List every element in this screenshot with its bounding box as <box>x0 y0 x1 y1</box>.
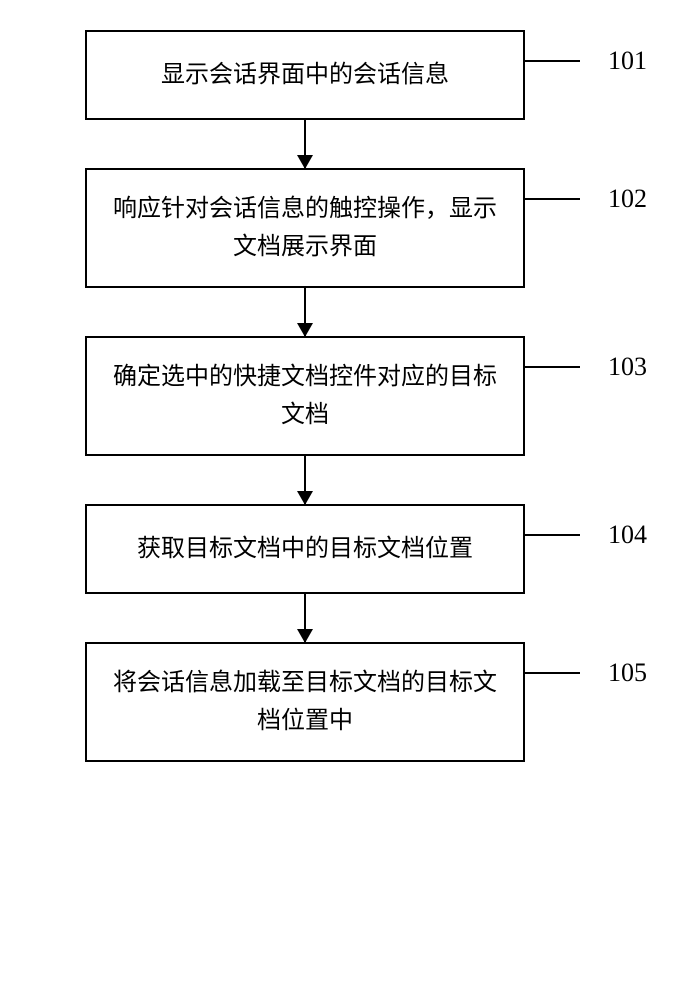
arrow-1 <box>85 120 525 168</box>
label-connector-3 <box>525 366 580 368</box>
arrow-2 <box>85 288 525 336</box>
step-label-3: 103 <box>608 352 647 382</box>
step-row-1: 显示会话界面中的会话信息101 <box>50 30 630 120</box>
step-box-1: 显示会话界面中的会话信息 <box>85 30 525 120</box>
step-box-5: 将会话信息加载至目标文档的目标文档位置中 <box>85 642 525 762</box>
step-row-4: 获取目标文档中的目标文档位置104 <box>50 504 630 594</box>
step-box-2: 响应针对会话信息的触控操作，显示文档展示界面 <box>85 168 525 288</box>
label-connector-4 <box>525 534 580 536</box>
step-label-5: 105 <box>608 658 647 688</box>
label-connector-5 <box>525 672 580 674</box>
label-connector-2 <box>525 198 580 200</box>
step-label-2: 102 <box>608 184 647 214</box>
step-box-4: 获取目标文档中的目标文档位置 <box>85 504 525 594</box>
step-box-3: 确定选中的快捷文档控件对应的目标文档 <box>85 336 525 456</box>
step-row-3: 确定选中的快捷文档控件对应的目标文档103 <box>50 336 630 456</box>
label-connector-1 <box>525 60 580 62</box>
arrow-3 <box>85 456 525 504</box>
flowchart-container: 显示会话界面中的会话信息101 响应针对会话信息的触控操作，显示文档展示界面102… <box>50 30 630 762</box>
step-row-2: 响应针对会话信息的触控操作，显示文档展示界面102 <box>50 168 630 288</box>
step-row-5: 将会话信息加载至目标文档的目标文档位置中105 <box>50 642 630 762</box>
arrow-4 <box>85 594 525 642</box>
step-label-4: 104 <box>608 520 647 550</box>
step-label-1: 101 <box>608 46 647 76</box>
